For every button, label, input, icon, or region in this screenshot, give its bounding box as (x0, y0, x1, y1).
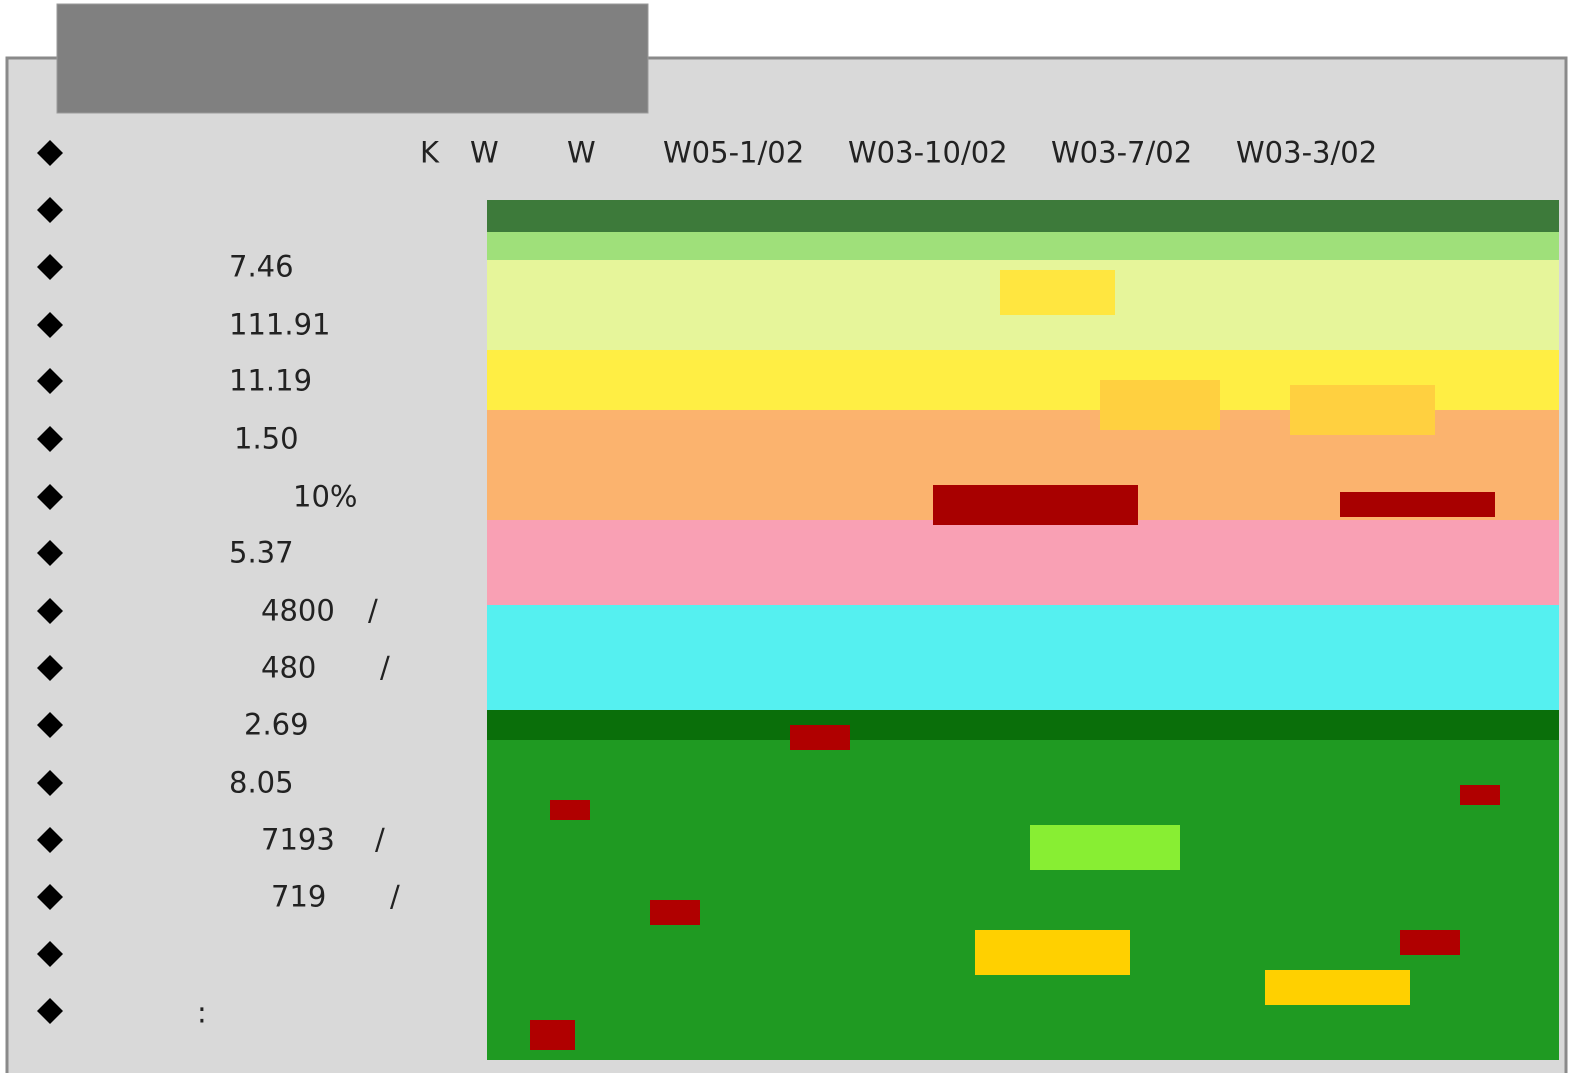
bullet (37, 884, 63, 910)
map-label (975, 930, 1130, 975)
bullet (37, 770, 63, 796)
map-band (487, 710, 1559, 740)
bullet (37, 598, 63, 624)
code: W03-3/02 (1236, 135, 1378, 170)
value: 4800 (261, 593, 335, 628)
colon: : (197, 995, 207, 1030)
bullet (37, 712, 63, 738)
unit-slash: / (368, 593, 378, 628)
map-band (487, 520, 1559, 605)
map-block (550, 800, 590, 820)
value: 1.50 (234, 421, 299, 456)
value: 2.69 (244, 707, 309, 742)
code: W05-1/02 (663, 135, 805, 170)
bullet (37, 827, 63, 853)
map-block (650, 900, 700, 925)
map-label (1000, 270, 1115, 315)
bullet (37, 368, 63, 394)
value: 11.19 (229, 363, 313, 398)
map-block (790, 725, 850, 750)
map-label (1290, 385, 1435, 435)
bullet (37, 312, 63, 338)
map-band (487, 605, 1559, 710)
value: 7.46 (229, 249, 294, 284)
bullet (37, 426, 63, 452)
value: 111.91 (229, 307, 331, 342)
bullet (37, 655, 63, 681)
bullet (37, 941, 63, 967)
map-label (1340, 492, 1495, 517)
map-image (487, 200, 1559, 1060)
map-block (1460, 785, 1500, 805)
title-tab (56, 3, 649, 114)
value: 719 (271, 879, 327, 914)
map-label (1030, 825, 1180, 870)
bullet (37, 484, 63, 510)
value: 5.37 (229, 535, 294, 570)
value: 10% (293, 479, 358, 514)
unit-slash: / (375, 822, 385, 857)
code: W (567, 135, 596, 170)
map-label (1265, 970, 1410, 1005)
map-block (1400, 930, 1460, 955)
value: 480 (261, 650, 317, 685)
bullet (37, 998, 63, 1024)
bullet (37, 540, 63, 566)
value: 7193 (261, 822, 335, 857)
map-band (487, 232, 1559, 260)
code: K (420, 135, 440, 170)
map-band (487, 200, 1559, 232)
bullet (37, 254, 63, 280)
unit-slash: / (380, 650, 390, 685)
code: W (470, 135, 499, 170)
code: W03-7/02 (1051, 135, 1193, 170)
map-block (530, 1020, 575, 1050)
unit-slash: / (390, 879, 400, 914)
bullet (37, 197, 63, 223)
bullets (37, 140, 63, 1024)
map-label (933, 485, 1138, 525)
map-label (1100, 380, 1220, 430)
value: 8.05 (229, 765, 294, 800)
bullet (37, 140, 63, 166)
code: W03-10/02 (848, 135, 1008, 170)
map-band (487, 710, 1559, 1060)
